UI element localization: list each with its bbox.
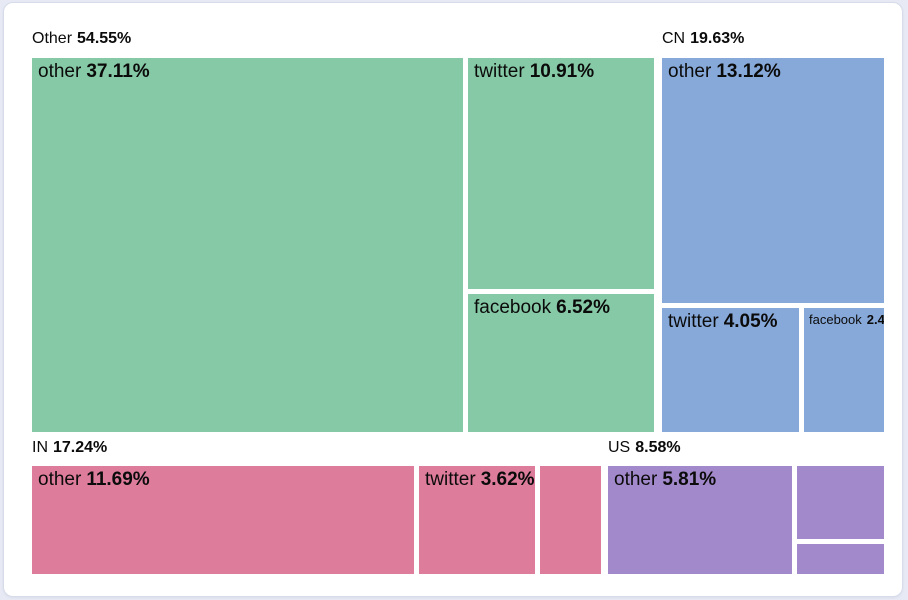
- cell-value: 2.46%: [866, 312, 884, 327]
- cell-value: 6.52%: [556, 297, 610, 318]
- group-value: 17.24%: [53, 439, 108, 456]
- treemap-cell-in-other[interactable]: other 11.69%: [32, 466, 414, 574]
- treemap-cell-other-other[interactable]: other 37.11%: [32, 58, 463, 432]
- group-header-in: IN 17.24%: [32, 438, 107, 457]
- treemap-cell-cn-other[interactable]: other 13.12%: [662, 58, 884, 303]
- cell-value: 13.12%: [716, 61, 781, 82]
- group-name: Other: [32, 30, 73, 47]
- group-value: 8.58%: [635, 439, 681, 456]
- treemap: Other 54.55% CN 19.63% other 37.11% twitter…: [4, 3, 902, 596]
- treemap-cell-other-facebook[interactable]: facebook 6.52%: [468, 294, 654, 432]
- treemap-cell-in-twitter[interactable]: twitter 3.62%: [419, 466, 535, 574]
- group-header-other: Other 54.55%: [32, 29, 131, 48]
- cell-value: 3.62%: [480, 469, 535, 490]
- cell-value: 4.05%: [723, 311, 778, 332]
- cell-value: 11.69%: [86, 469, 150, 490]
- cell-value: 10.91%: [529, 61, 595, 82]
- treemap-cell-other-twitter[interactable]: twitter 10.91%: [468, 58, 654, 289]
- group-value: 54.55%: [77, 30, 132, 47]
- treemap-cell-cn-facebook[interactable]: facebook 2.46%: [804, 308, 884, 432]
- group-name: US: [608, 439, 631, 456]
- cell-value: 37.11%: [86, 61, 150, 82]
- cell-name: facebook: [809, 312, 862, 327]
- cell-value: 5.81%: [662, 469, 717, 490]
- group-value: 19.63%: [690, 30, 745, 47]
- cell-name: twitter: [474, 61, 525, 82]
- treemap-cell-us-other[interactable]: other 5.81%: [608, 466, 792, 574]
- cell-name: other: [668, 61, 712, 82]
- treemap-cell-us-unlabeled-1[interactable]: [797, 466, 884, 539]
- group-header-us: US 8.58%: [608, 438, 681, 457]
- treemap-cell-in-unlabeled[interactable]: [540, 466, 601, 574]
- cell-name: twitter: [425, 469, 476, 490]
- treemap-cell-us-unlabeled-2[interactable]: [797, 544, 884, 574]
- cell-name: other: [38, 61, 82, 82]
- cell-name: other: [38, 469, 82, 490]
- group-name: IN: [32, 439, 48, 456]
- group-header-cn: CN 19.63%: [662, 29, 744, 48]
- cell-name: twitter: [668, 311, 719, 332]
- cell-name: facebook: [474, 297, 552, 318]
- chart-card: Other 54.55% CN 19.63% other 37.11% twitter…: [3, 2, 903, 597]
- treemap-cell-cn-twitter[interactable]: twitter 4.05%: [662, 308, 799, 432]
- group-name: CN: [662, 30, 686, 47]
- cell-name: other: [614, 469, 658, 490]
